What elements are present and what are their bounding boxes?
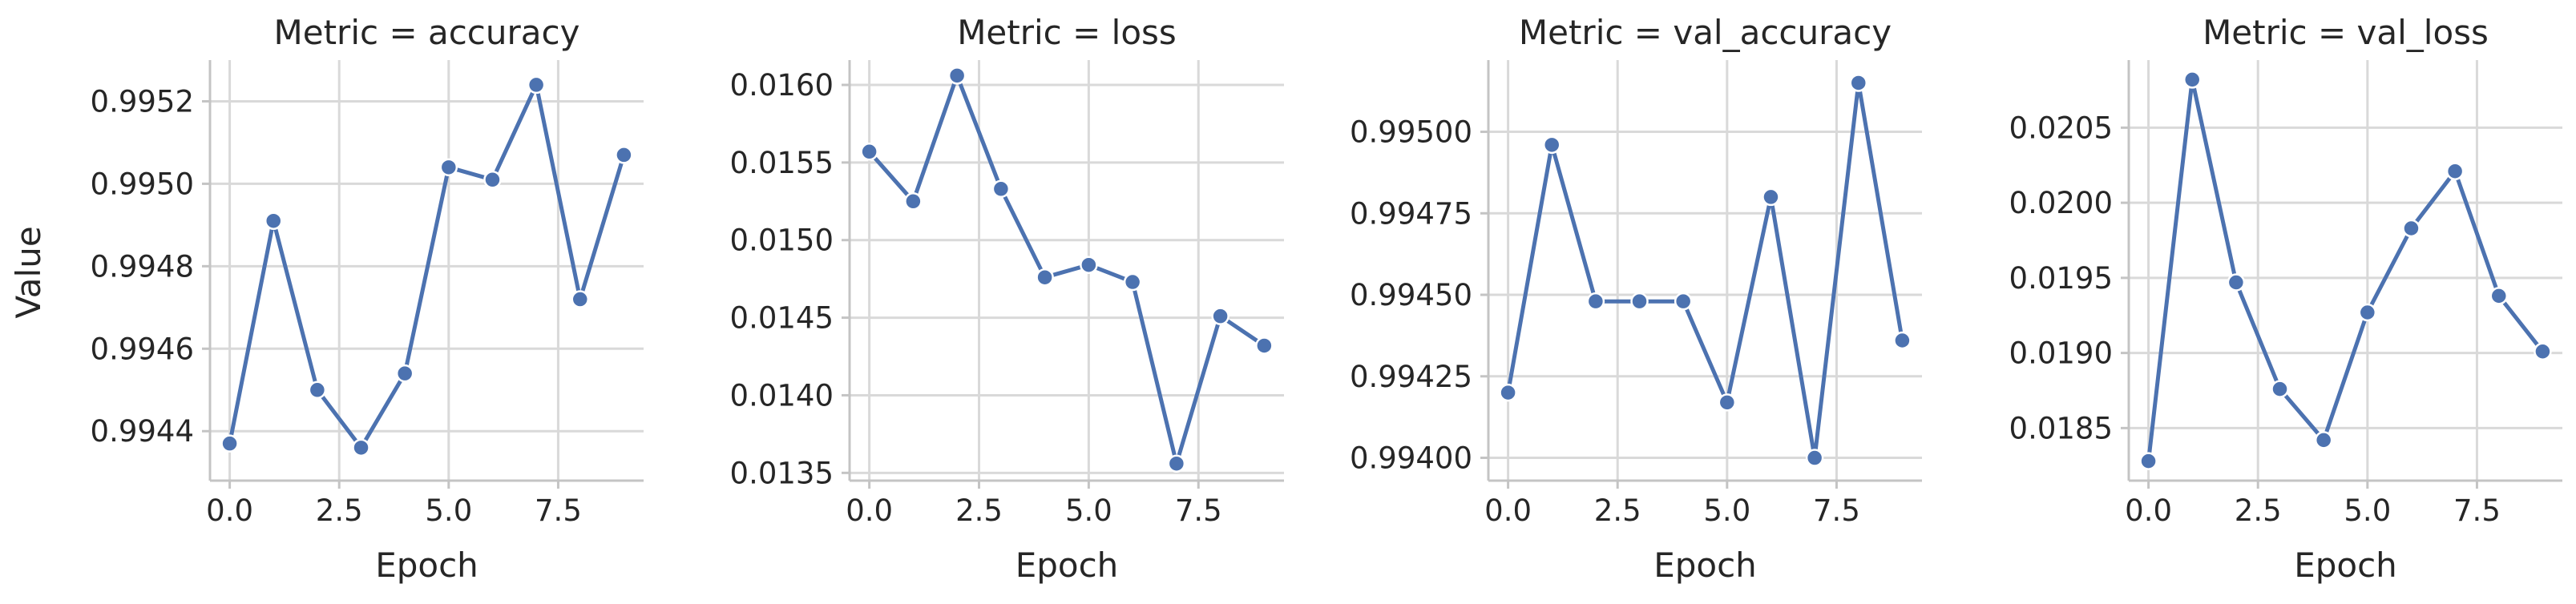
- data-point: [352, 438, 370, 457]
- data-point: [1630, 292, 1649, 311]
- data-point: [2182, 70, 2202, 89]
- data-point: [2139, 452, 2158, 470]
- y-tick-label: 0.0185: [2009, 411, 2113, 445]
- y-tick-label: 0.0195: [2009, 261, 2113, 296]
- facet-panel-2: 0.0 2.5 5.0 7.5 0.0135 0.0140 0.0145 0.0150 0.01…: [730, 13, 1284, 585]
- data-point: [395, 364, 414, 383]
- x-tick-label: 2.5: [316, 493, 363, 528]
- x-tick-label: 5.0: [425, 493, 472, 528]
- data-point: [1036, 268, 1054, 287]
- x-tick-label: 0.0: [846, 493, 893, 528]
- x-tick-label: 2.5: [1594, 493, 1641, 528]
- series-line: [1506, 81, 1904, 460]
- x-tick-label: 0.0: [206, 493, 253, 528]
- y-tick-label: 0.99425: [1350, 360, 1472, 394]
- x-axis-label: Epoch: [1015, 546, 1119, 585]
- x-axis-label: Epoch: [1653, 546, 1757, 585]
- data-point: [1849, 74, 1868, 92]
- y-tick-label: 0.99400: [1350, 441, 1472, 476]
- data-point: [2445, 162, 2465, 180]
- data-point: [1718, 393, 1737, 412]
- data-point: [2358, 303, 2377, 322]
- y-tick-label: 0.0190: [2009, 336, 2113, 371]
- data-point: [1805, 449, 1824, 467]
- x-axis-label: Epoch: [375, 546, 478, 585]
- x-tick-label: 2.5: [2235, 493, 2282, 528]
- data-point: [1586, 292, 1605, 311]
- x-tick-label: 0.0: [2125, 493, 2172, 528]
- y-axis-label: Value: [9, 226, 48, 318]
- y-tick-label: 0.9948: [91, 249, 194, 284]
- data-point: [1211, 307, 1229, 325]
- facet-title: Metric = loss: [957, 13, 1177, 52]
- data-point: [1080, 256, 1098, 274]
- data-point: [2534, 342, 2552, 360]
- y-tick-label: 0.9950: [91, 167, 194, 201]
- y-tick-label: 0.99450: [1350, 278, 1472, 312]
- x-tick-label: 0.0: [1484, 493, 1532, 528]
- x-tick-label: 7.5: [535, 493, 582, 528]
- facet-title: Metric = accuracy: [274, 13, 580, 52]
- series-line: [2146, 77, 2545, 461]
- y-tick-label: 0.0155: [730, 146, 834, 180]
- data-point: [2489, 287, 2509, 305]
- x-tick-label: 5.0: [2344, 493, 2391, 528]
- data-point: [308, 381, 327, 400]
- x-tick-label: 5.0: [1065, 493, 1112, 528]
- data-point: [1255, 336, 1274, 355]
- series-line: [867, 73, 1266, 466]
- facet-panel-4: 0.0 2.5 5.0 7.5 0.0185 0.0190 0.0195 0.0200 0.02…: [2009, 13, 2562, 585]
- data-point: [527, 75, 546, 95]
- data-point: [1542, 135, 1561, 155]
- x-axis-label: Epoch: [2294, 546, 2397, 585]
- y-tick-label: 0.9952: [91, 84, 194, 119]
- data-point: [991, 179, 1011, 199]
- y-tick-label: 0.99475: [1350, 196, 1472, 231]
- y-tick-label: 0.9944: [91, 414, 194, 449]
- data-point: [220, 434, 239, 453]
- x-tick-label: 7.5: [1813, 493, 1860, 528]
- x-tick-label: 2.5: [955, 493, 1003, 528]
- x-tick-label: 5.0: [1703, 493, 1750, 528]
- data-point: [2402, 219, 2421, 238]
- data-point: [439, 158, 458, 177]
- data-point: [264, 211, 283, 230]
- facet-title: Metric = val_accuracy: [1519, 13, 1892, 52]
- facet-title: Metric = val_loss: [2203, 13, 2489, 52]
- data-point: [860, 143, 878, 161]
- data-point: [904, 192, 923, 211]
- data-point: [2227, 273, 2246, 292]
- y-tick-label: 0.0200: [2009, 186, 2113, 220]
- facet-panel-3: 0.0 2.5 5.0 7.5 0.99400 0.99425 0.99450 0.99475…: [1350, 13, 1922, 585]
- data-point: [1123, 272, 1142, 292]
- x-tick-label: 7.5: [2453, 493, 2501, 528]
- y-tick-label: 0.99500: [1350, 115, 1472, 150]
- data-point: [1893, 331, 1912, 350]
- data-point: [2271, 380, 2289, 398]
- data-point: [947, 66, 967, 85]
- data-point: [1499, 383, 1517, 402]
- y-tick-label: 0.0160: [730, 68, 834, 103]
- y-tick-label: 0.0145: [730, 301, 834, 336]
- y-tick-label: 0.9946: [91, 332, 194, 366]
- data-point: [483, 171, 502, 189]
- data-point: [615, 146, 633, 164]
- y-tick-label: 0.0150: [730, 223, 834, 258]
- data-point: [571, 290, 590, 308]
- data-point: [1167, 454, 1186, 473]
- y-tick-label: 0.0135: [730, 456, 834, 490]
- data-point: [1762, 187, 1780, 207]
- y-tick-label: 0.0205: [2009, 111, 2113, 145]
- x-tick-label: 7.5: [1175, 493, 1222, 528]
- y-tick-label: 0.0140: [730, 378, 834, 413]
- data-point: [2314, 431, 2333, 449]
- series-line: [228, 83, 626, 450]
- facet-panel-1: 0.0 2.5 5.0 7.5 0.9944 0.9946 0.9948 0.9950 0.99…: [91, 13, 644, 585]
- data-point: [1674, 292, 1693, 311]
